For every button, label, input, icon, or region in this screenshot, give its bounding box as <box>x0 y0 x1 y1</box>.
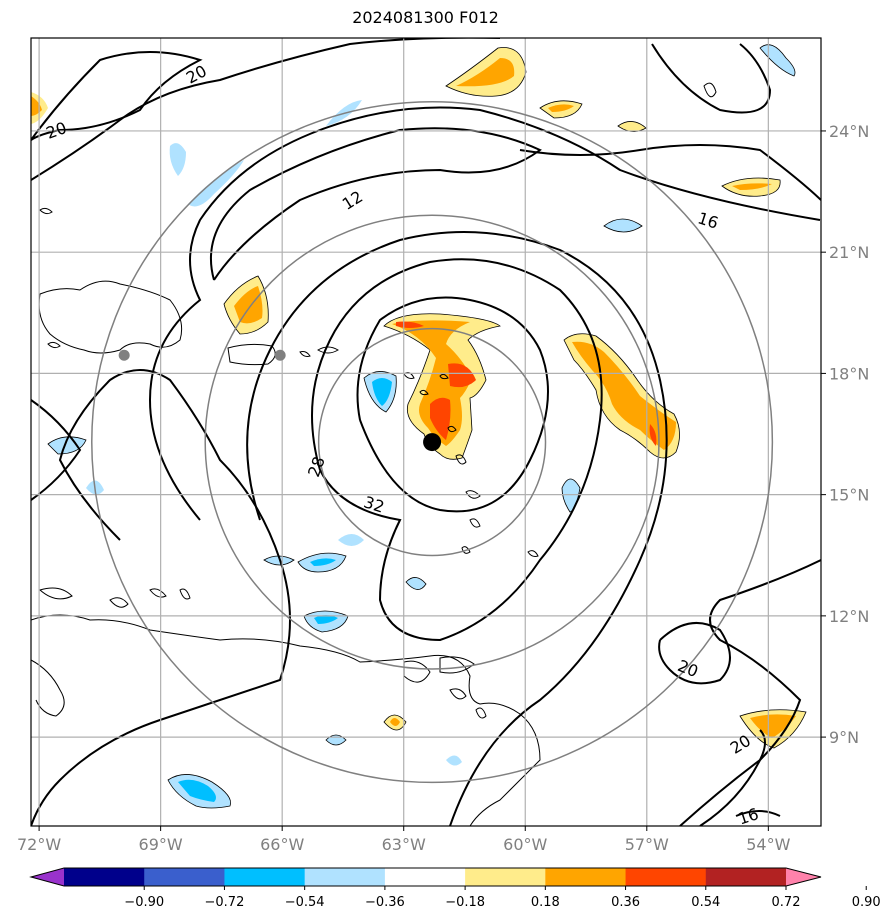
y-tick-label: 12°N <box>829 607 869 626</box>
shade-neg-core-west-mid <box>372 378 392 406</box>
colorbar-segment <box>465 868 546 886</box>
shade-neg-small-d <box>47 436 87 455</box>
x-tick-label: 57°W <box>625 835 669 854</box>
chart-title: 2024081300 F012 <box>352 8 499 27</box>
colorbar-tick-label: −0.54 <box>285 895 325 910</box>
colorbar-tick-label: 0.72 <box>772 895 801 910</box>
range-rings <box>91 101 774 784</box>
contour-north-loop <box>651 43 772 114</box>
shade-e-small <box>617 121 647 132</box>
colorbar-tick-label: 0.18 <box>531 895 560 910</box>
shade-north-mid <box>456 58 515 87</box>
coast-puerto-rico <box>227 343 276 366</box>
shade-neg-small-b <box>188 160 244 207</box>
contour-16-south <box>31 369 291 826</box>
range-ring <box>204 214 660 670</box>
colorbar: −0.90 −0.72 −0.54 −0.36 −0.18 0.18 0.36 0.54 0.7… <box>29 867 881 910</box>
shade-east-inner <box>649 424 657 446</box>
colorbar-tick-label: 0.54 <box>691 895 720 910</box>
city-marker <box>118 349 130 361</box>
shade-neg-mid1-core <box>310 558 336 566</box>
storm-center-marker <box>423 433 442 452</box>
coast-islands-c <box>39 82 717 719</box>
city-marker <box>274 349 286 361</box>
colorbar-tick-label: −0.36 <box>365 895 405 910</box>
y-tick-label: 9°N <box>829 728 859 747</box>
colorbar-segment <box>545 868 627 886</box>
shade-neg-small-h <box>263 555 295 566</box>
colorbar-segment <box>64 868 145 886</box>
shade-neg-small-e <box>603 218 643 233</box>
colorbar-outline <box>29 867 822 887</box>
coastlines <box>31 82 717 826</box>
x-tick-label: 60°W <box>503 835 547 854</box>
coast-islands-a <box>403 372 539 557</box>
contour-20-se <box>699 729 766 826</box>
contour-east-loop <box>658 622 731 685</box>
shade-east-mid <box>572 341 676 450</box>
shaded-field <box>31 44 807 809</box>
x-tick-label: 69°W <box>139 835 183 854</box>
y-tick-label: 24°N <box>829 122 869 141</box>
contour-20-west <box>31 51 203 141</box>
shade-neg-small-k <box>446 755 462 766</box>
x-tick-label: 54°W <box>746 835 790 854</box>
colorbar-segment <box>384 868 466 886</box>
shade-neg-small-a <box>169 143 186 176</box>
colorbar-segment <box>705 868 787 886</box>
shade-sm-yellow-mid <box>390 718 400 726</box>
contour-16b <box>519 144 821 201</box>
colorbar-segment <box>304 868 386 886</box>
contour-12 <box>210 127 542 281</box>
x-axis: 72°W 69°W 66°W 63°W 60°W 57°W 54°W <box>17 826 791 854</box>
range-ring <box>91 101 774 784</box>
colorbar-segment <box>625 868 707 886</box>
range-ring <box>317 327 547 557</box>
colorbar-tick-label: −0.90 <box>124 895 164 910</box>
colorbar-tick-label: 0.36 <box>611 895 640 910</box>
colorbar-tick-label: −0.72 <box>205 895 245 910</box>
shade-far-e-mid <box>732 183 772 190</box>
shade-neg-caribbean-mid <box>178 779 216 802</box>
shade-neg-small-i <box>405 577 427 590</box>
contour-28 <box>311 258 603 642</box>
colorbar-extend-low <box>31 868 64 886</box>
x-tick-label: 63°W <box>382 835 426 854</box>
shade-se-mid <box>750 714 796 738</box>
y-tick-label: 18°N <box>829 364 869 383</box>
coast-hispaniola <box>38 280 183 354</box>
colorbar-segment <box>224 868 306 886</box>
coast-south-america <box>31 614 541 826</box>
contour-west-edge <box>31 399 82 501</box>
shade-pr-mid <box>234 286 263 324</box>
colorbar-extend-high <box>786 868 821 886</box>
contour-inner-32 <box>356 296 549 513</box>
contour-lines <box>31 38 821 826</box>
contour-16-se <box>735 810 781 817</box>
shade-neg-small-m <box>338 534 364 546</box>
shade-core-mid <box>392 320 472 446</box>
shade-core-inner <box>396 321 476 440</box>
grid <box>31 38 821 826</box>
y-axis: 9°N 12°N 15°N 18°N 21°N 24°N <box>821 122 869 747</box>
colorbar-segment <box>144 868 225 886</box>
shade-neg-mid2-core <box>314 615 338 624</box>
coast-islands-b <box>38 346 475 700</box>
x-tick-label: 72°W <box>17 835 61 854</box>
coast-gulf <box>31 659 65 717</box>
contour-label: 16 <box>736 804 761 828</box>
shade-ne-small-mid <box>548 104 574 112</box>
colorbar-tick-label: 0.90 <box>852 895 881 910</box>
marker-group <box>118 349 442 452</box>
contour-east-big <box>679 559 821 826</box>
y-tick-label: 21°N <box>829 243 869 262</box>
x-tick-label: 66°W <box>260 835 304 854</box>
contour-20-inner <box>148 106 821 521</box>
plot-frame <box>30 37 822 827</box>
contour-24 <box>246 231 668 826</box>
y-tick-label: 15°N <box>829 486 869 505</box>
colorbar-tick-label: −0.18 <box>445 895 485 910</box>
